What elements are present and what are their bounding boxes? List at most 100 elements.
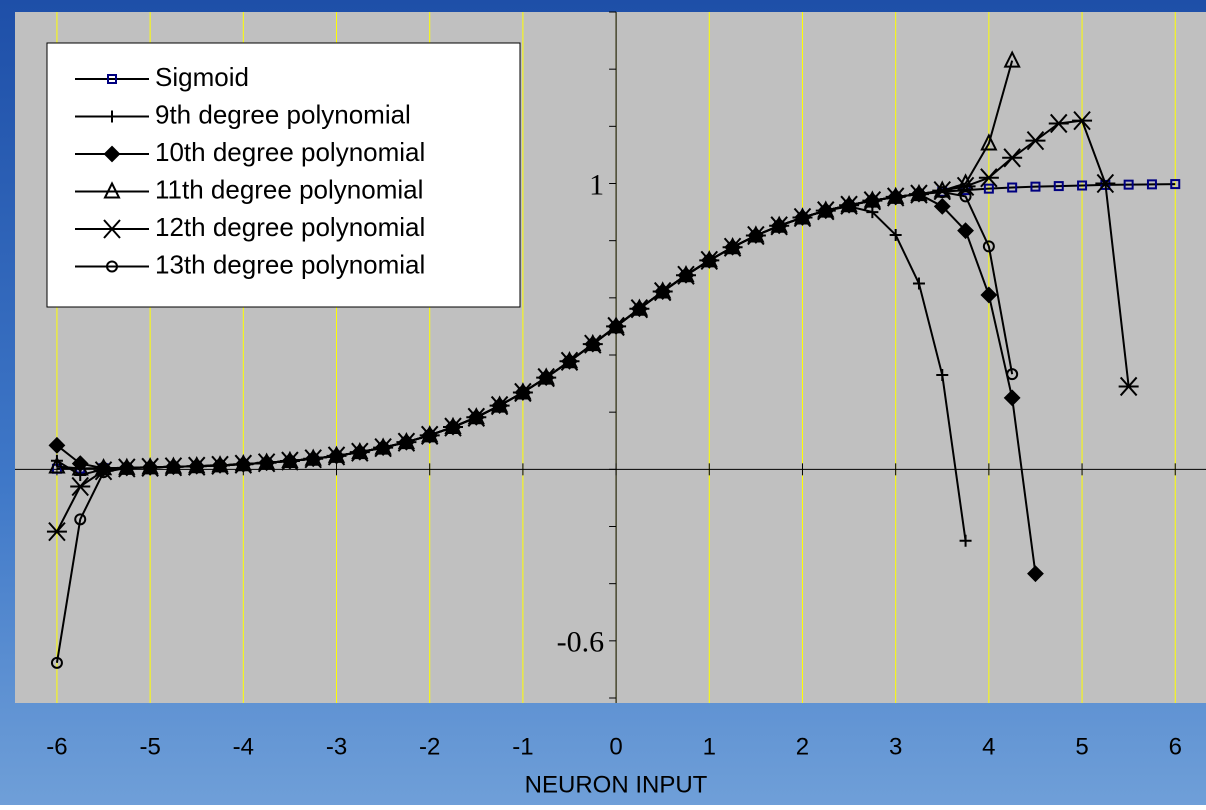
x-tick-label: 0 <box>609 733 622 760</box>
marker <box>633 302 646 315</box>
marker <box>97 466 110 479</box>
marker <box>889 228 902 241</box>
marker <box>1003 50 1021 68</box>
marker <box>773 219 786 232</box>
marker <box>1048 113 1069 134</box>
marker <box>167 460 180 473</box>
marker <box>190 460 203 473</box>
marker <box>936 186 949 199</box>
marker <box>102 219 122 239</box>
marker <box>516 386 529 399</box>
marker <box>656 285 669 298</box>
legend-label: 11th degree polynomial <box>155 174 423 204</box>
marker <box>932 180 953 201</box>
marker <box>1053 181 1064 192</box>
marker <box>843 199 856 212</box>
marker <box>423 429 436 442</box>
marker <box>912 188 925 201</box>
series-line <box>55 191 1014 664</box>
legend-label: Sigmoid <box>155 62 249 92</box>
marker <box>819 204 832 217</box>
marker <box>50 656 63 669</box>
series-layer <box>46 50 1181 669</box>
marker <box>982 240 995 253</box>
marker <box>107 74 117 84</box>
marker <box>400 436 413 449</box>
marker <box>237 458 250 471</box>
legend-label: 10th degree polynomial <box>155 137 425 167</box>
marker <box>377 441 390 454</box>
legend-label: 9th degree polynomial <box>155 99 411 129</box>
marker <box>749 229 762 242</box>
x-tick-label: -4 <box>233 733 254 760</box>
x-tick-label: 4 <box>982 733 995 760</box>
marker <box>1002 148 1023 168</box>
marker <box>586 338 599 351</box>
marker <box>71 455 89 473</box>
marker <box>912 277 925 290</box>
marker <box>679 269 692 282</box>
marker <box>1146 179 1157 190</box>
marker <box>1003 389 1021 407</box>
marker <box>48 456 66 474</box>
marker <box>330 449 343 462</box>
marker <box>957 222 974 240</box>
marker <box>1025 130 1046 151</box>
marker <box>120 461 133 474</box>
x-tick-label: -1 <box>512 733 533 760</box>
x-tick-label: -5 <box>139 733 160 760</box>
marker <box>978 168 999 188</box>
marker <box>703 254 716 267</box>
marker <box>470 411 483 424</box>
marker <box>214 459 227 472</box>
marker <box>493 399 506 412</box>
marker <box>74 513 87 526</box>
y-tick-label: -0.6 <box>557 626 605 659</box>
marker <box>307 452 320 465</box>
x-tick-label: 6 <box>1169 733 1182 760</box>
marker <box>48 436 66 454</box>
marker <box>70 476 91 497</box>
marker <box>1077 180 1088 191</box>
marker <box>1095 173 1116 194</box>
y-tick-label: 1 <box>589 168 604 201</box>
x-tick-label: 1 <box>703 733 716 760</box>
x-tick-label: 2 <box>796 733 809 760</box>
marker <box>980 286 998 304</box>
marker <box>447 421 460 434</box>
marker <box>1118 376 1139 397</box>
marker <box>1006 368 1019 381</box>
marker <box>866 194 879 207</box>
marker <box>540 371 553 384</box>
marker <box>1072 110 1093 131</box>
marker <box>1170 179 1181 190</box>
marker <box>46 521 67 542</box>
marker <box>610 320 623 333</box>
marker <box>106 110 118 123</box>
marker <box>889 190 902 203</box>
x-tick-label: -6 <box>46 733 67 760</box>
legend-box <box>46 42 521 308</box>
marker <box>980 133 998 151</box>
x-axis-label: NEURON INPUT <box>525 771 708 798</box>
marker <box>260 456 273 469</box>
marker <box>103 145 121 163</box>
marker <box>71 458 89 476</box>
marker <box>796 211 809 224</box>
marker <box>106 260 118 273</box>
x-tick-label: 5 <box>1075 733 1088 760</box>
marker <box>959 190 972 203</box>
x-tick-label: -3 <box>326 733 347 760</box>
marker <box>103 181 121 199</box>
marker <box>936 369 949 382</box>
marker <box>959 534 972 547</box>
legend-label: 13th degree polynomial <box>155 249 425 279</box>
x-tick-label: 3 <box>889 733 902 760</box>
marker <box>933 197 951 215</box>
marker <box>144 461 157 474</box>
marker <box>353 446 366 459</box>
x-tick-label: -2 <box>419 733 440 760</box>
marker <box>1030 181 1041 192</box>
